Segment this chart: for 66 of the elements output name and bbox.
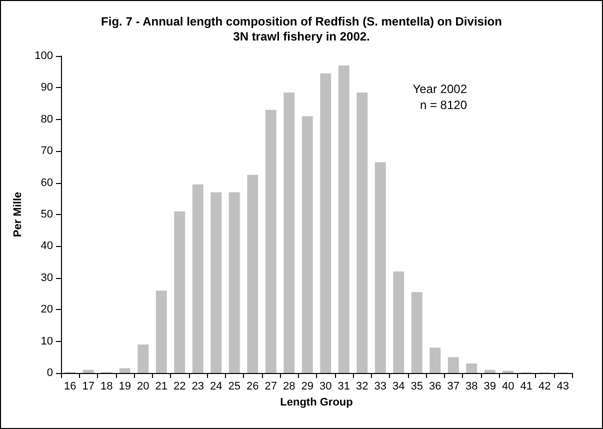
bar: [82, 370, 94, 373]
y-axis-title: Per Mille: [12, 192, 24, 238]
bar: [119, 368, 130, 373]
bar: [484, 370, 496, 373]
chart-title: Fig. 7 - Annual length composition of Redfish (S. mentella) on Division 3N trawl fishery in 2002.: [101, 14, 502, 44]
y-tick-label: 100: [34, 50, 53, 62]
x-tick-label: 26: [246, 380, 259, 392]
x-tick-label: 38: [466, 380, 478, 392]
x-tick-label: 41: [520, 380, 532, 392]
y-tick-label: 70: [40, 145, 53, 158]
bar: [138, 344, 149, 373]
x-tick-label: 35: [410, 380, 423, 392]
y-tick-label: 0: [46, 367, 53, 379]
x-tick-label: 27: [264, 380, 277, 392]
x-tick-label: 34: [392, 380, 405, 392]
bar: [192, 184, 204, 373]
x-tick-label: 19: [118, 380, 131, 392]
bar: [320, 73, 332, 373]
x-tick-label: 28: [283, 380, 296, 392]
annotation: Year 2002: [412, 82, 468, 96]
x-tick-label: 31: [338, 380, 350, 392]
bar: [228, 192, 240, 373]
y-tick-label: 60: [40, 176, 53, 189]
y-tick-label: 90: [40, 82, 53, 94]
x-tick-label: 23: [192, 380, 204, 392]
x-axis-title: Length Group: [280, 396, 354, 408]
annotation: n = 8120: [420, 98, 468, 112]
x-tick-label: 32: [356, 380, 368, 392]
x-tick-label: 22: [174, 380, 186, 392]
x-tick-label: 37: [447, 380, 460, 392]
x-tick-label: 29: [301, 380, 314, 392]
bar: [448, 357, 459, 373]
x-tick-label: 20: [137, 380, 150, 392]
bar: [210, 192, 222, 373]
x-tick-label: 16: [64, 380, 76, 392]
x-tick-label: 33: [374, 380, 386, 392]
bar: [284, 92, 295, 373]
y-tick-label: 40: [40, 240, 53, 252]
x-tick-label: 21: [155, 380, 168, 392]
x-tick-label: 30: [320, 380, 332, 392]
bar: [393, 272, 404, 373]
bar: [247, 174, 258, 373]
y-tick-label: 20: [40, 304, 53, 316]
bar: [174, 211, 186, 373]
y-tick-label: 50: [40, 208, 53, 220]
x-tick-label: 25: [228, 380, 240, 392]
x-tick-label: 18: [100, 380, 113, 392]
y-tick-label: 30: [40, 272, 53, 284]
x-tick-label: 43: [556, 380, 569, 392]
bar: [265, 110, 276, 373]
bar: [430, 348, 441, 373]
x-tick-label: 42: [538, 380, 551, 392]
y-tick-label: 80: [40, 113, 53, 126]
bar: [156, 290, 167, 373]
x-tick-label: 40: [502, 380, 514, 392]
bar: [466, 363, 478, 373]
bar: [411, 292, 422, 373]
bar: [374, 162, 386, 373]
x-tick-label: 17: [82, 380, 94, 392]
x-tick-label: 24: [210, 380, 222, 392]
bar: [338, 66, 350, 373]
bar: [302, 116, 313, 373]
x-tick-label: 39: [484, 380, 496, 392]
bar: [356, 92, 368, 373]
y-tick-label: 10: [40, 335, 53, 348]
x-tick-label: 36: [429, 380, 442, 392]
